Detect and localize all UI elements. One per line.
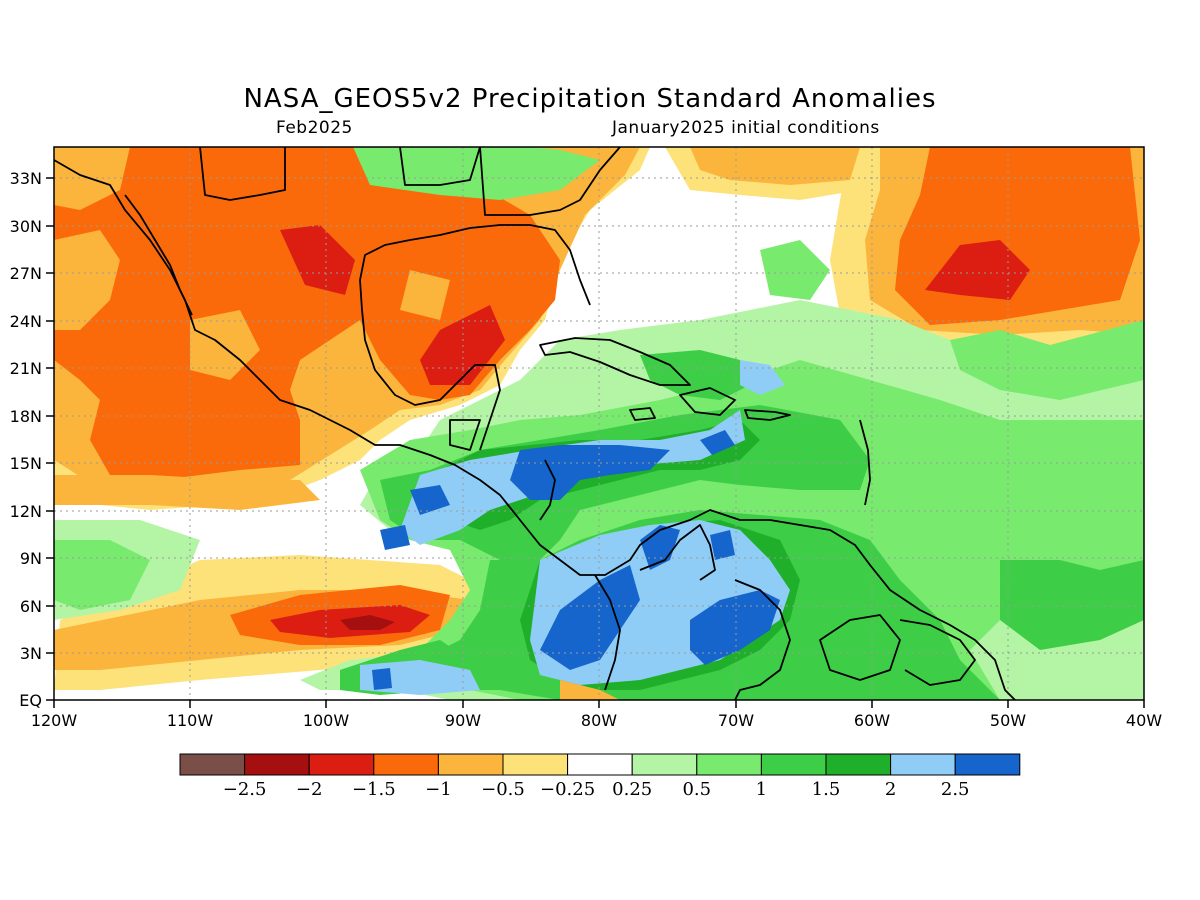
legend-swatch [954,753,1021,776]
lon-label: 60W [854,711,890,730]
legend-swatch [631,753,698,776]
legend-swatch [308,753,375,776]
lat-label: 9N [20,549,42,568]
lat-label: 6N [20,597,42,616]
lon-label: 120W [31,711,78,730]
legend-label: −0.25 [540,779,595,800]
longitude-labels: 120W 110W 100W 90W 80W 70W 60W 50W 40W [31,711,1162,730]
legend-swatch [890,753,956,776]
axis-ticks [46,177,1145,708]
lon-label: 40W [1126,711,1162,730]
legend-swatch [373,753,439,776]
legend-label: 0.5 [682,779,711,800]
legend-label: −1 [425,779,452,800]
legend-swatch [244,753,310,776]
latitude-labels: EQ 3N 6N 9N 12N 15N 18N 21N 24N 27N 30N … [10,169,42,710]
lon-label: 90W [445,711,481,730]
wet-anomaly-regions [54,147,1144,700]
forecast-month: Feb2025 [276,118,353,138]
legend-swatch [502,753,569,776]
lon-label: 100W [303,711,350,730]
lat-label: 21N [10,359,42,378]
lat-label: 12N [10,502,42,521]
legend-label: 2 [885,779,896,800]
coastlines [54,147,1016,700]
legend-swatch [179,753,246,776]
lat-label: 15N [10,454,42,473]
legend-label: 1.5 [812,779,841,800]
legend-swatch [825,753,892,776]
anomaly-field [54,147,1144,700]
legend-label: −2.5 [223,779,267,800]
legend-swatch [437,753,504,776]
legend-swatch [760,753,827,776]
lat-label: EQ [19,691,42,710]
legend-label: 0.25 [612,779,652,800]
legend-swatch [696,753,762,776]
legend-label: 1 [756,779,767,800]
legend-label: −2 [296,779,323,800]
lon-label: 110W [167,711,214,730]
legend-label: 2.5 [941,779,970,800]
initial-conditions: January2025 initial conditions [612,118,880,138]
lon-label: 70W [718,711,754,730]
lat-label: 24N [10,312,42,331]
lat-label: 30N [10,217,42,236]
lat-label: 33N [10,169,42,188]
chart-title: NASA_GEOS5v2 Precipitation Standard Anom… [243,84,937,114]
lat-label: 27N [10,264,42,283]
lat-label: 3N [20,644,42,663]
legend-label: −0.5 [481,779,525,800]
lon-label: 50W [990,711,1026,730]
graticule [54,147,1144,700]
color-legend: −2.5 −2 −1.5 −1 −0.5 −0.25 0.25 0.5 1 1.5 2 2.5 [179,753,1021,800]
legend-swatch [567,753,633,776]
lon-label: 80W [581,711,617,730]
lat-label: 18N [10,407,42,426]
legend-label: −1.5 [352,779,396,800]
